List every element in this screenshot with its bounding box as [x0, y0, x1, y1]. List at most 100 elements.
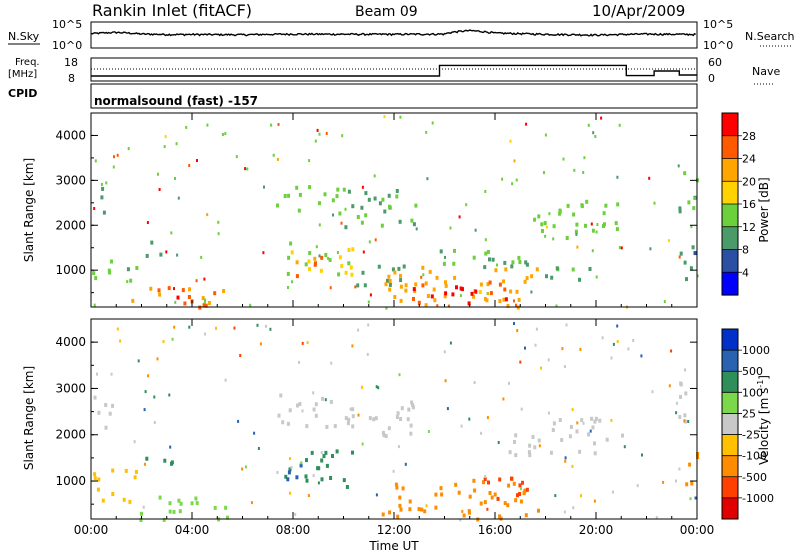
velocity-speckle-cell	[241, 467, 244, 471]
power-cell	[364, 213, 368, 218]
velocity-cell	[320, 458, 324, 463]
power-cell	[452, 261, 456, 266]
power-colorbar-swatch	[722, 226, 738, 251]
power-cell	[565, 236, 569, 240]
power-cell	[439, 249, 443, 254]
nave-tick-high: 60	[708, 56, 722, 69]
velocity-cell	[696, 455, 700, 460]
velocity-speckle-cell	[144, 390, 147, 394]
power-speckle-cell	[487, 292, 490, 296]
velocity-cell	[508, 450, 512, 455]
power-cell	[486, 282, 490, 287]
power-cell	[347, 261, 351, 266]
power-cell	[488, 257, 491, 262]
power-cell	[474, 289, 478, 294]
power-speckle-cell	[344, 207, 347, 211]
velocity-cell	[598, 418, 602, 423]
velocity-speckle-cell	[156, 357, 159, 361]
power-speckle-cell	[425, 130, 428, 134]
velocity-cell	[345, 485, 349, 489]
velocity-region-4	[277, 393, 355, 429]
velocity-speckle-cell	[610, 418, 613, 422]
power-ytick-label: 4000	[55, 128, 86, 142]
velocity-cell	[314, 413, 318, 418]
power-speckle-cell	[318, 254, 321, 258]
power-speckle-cell	[544, 234, 547, 238]
velocity-cell	[226, 515, 229, 520]
power-speckle-cell	[459, 294, 462, 298]
power-cell	[683, 260, 687, 265]
power-cell	[94, 276, 98, 281]
power-speckle-cell	[263, 185, 265, 189]
power-speckle-cell	[511, 182, 514, 186]
power-cell	[502, 279, 505, 284]
power-speckle-cell	[113, 155, 115, 159]
power-cell	[498, 282, 502, 287]
velocity-cell	[506, 503, 510, 508]
power-cell	[388, 287, 392, 292]
power-cell	[363, 283, 367, 288]
power-speckle-cell	[693, 197, 696, 200]
velocity-cell	[296, 403, 299, 408]
velocity-speckle-cell	[563, 510, 566, 514]
velocity-cell	[409, 431, 413, 436]
power-speckle-cell	[576, 245, 579, 249]
velocity-speckle-cell	[169, 445, 172, 449]
power-speckle-cell	[653, 201, 656, 205]
velocity-speckle-cell	[116, 327, 119, 331]
power-cell	[412, 287, 416, 292]
velocity-speckle-cell	[425, 504, 428, 508]
power-cell	[483, 265, 487, 270]
power-speckle-cell	[573, 168, 576, 172]
velocity-cell	[325, 463, 329, 468]
velocity-speckle-cell	[547, 358, 550, 362]
power-cell	[484, 251, 488, 256]
velocity-speckle-cell	[513, 322, 515, 325]
velocity-cell	[531, 435, 535, 439]
velocity-region-2	[139, 495, 229, 522]
power-cell	[428, 269, 432, 274]
power-cell	[506, 303, 510, 308]
velocity-cell	[679, 394, 682, 399]
power-speckle-cell	[583, 156, 586, 160]
power-cell	[412, 222, 416, 227]
power-colorbar-swatch	[722, 158, 738, 182]
freq-tick-high: 18	[64, 56, 78, 69]
power-speckle-cell	[374, 238, 377, 242]
velocity-speckle-cell	[349, 407, 352, 411]
power-speckle-cell	[618, 246, 621, 250]
power-speckle-cell	[277, 123, 280, 126]
velocity-speckle-cell	[377, 386, 380, 390]
velocity-cell	[503, 501, 507, 506]
velocity-speckle-cell	[298, 360, 301, 364]
power-cell	[453, 275, 457, 280]
velocity-cell	[593, 419, 597, 424]
velocity-cell	[108, 411, 112, 416]
velocity-cell	[325, 424, 329, 429]
noise-tick-low-right: 10^0	[703, 39, 733, 52]
velocity-cell	[593, 451, 597, 456]
velocity-cell	[158, 495, 162, 500]
power-cell	[340, 264, 344, 269]
velocity-speckle-cell	[670, 349, 673, 353]
velocity-cell	[679, 381, 683, 386]
velocity-cell	[411, 405, 415, 410]
velocity-xtick-label: 00:00	[680, 523, 715, 537]
power-cell	[378, 201, 382, 206]
velocity-cell	[305, 458, 308, 463]
power-speckle-cell	[327, 256, 330, 260]
power-cell	[693, 251, 697, 256]
velocity-cell	[683, 413, 687, 418]
velocity-xtick-label: 08:00	[276, 523, 311, 537]
power-cell	[188, 287, 191, 292]
power-panel-frame	[90, 112, 698, 308]
power-cell	[424, 303, 428, 308]
velocity-cell	[281, 420, 285, 425]
velocity-cell	[516, 493, 519, 498]
power-region-2	[131, 286, 226, 310]
frequency-series-line-0	[91, 64, 697, 77]
power-speckle-cell	[164, 135, 167, 139]
velocity-speckle-cell	[257, 447, 260, 450]
frequency-series-group	[91, 64, 697, 77]
power-speckle-cell	[173, 287, 175, 291]
